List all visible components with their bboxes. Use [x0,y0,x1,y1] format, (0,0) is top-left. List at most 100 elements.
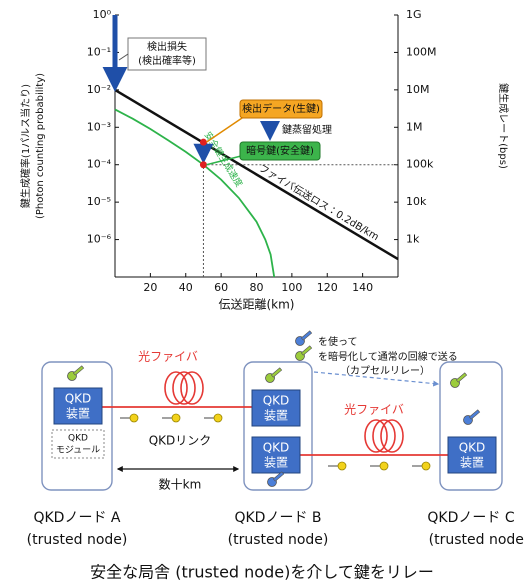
x-tick-label: 80 [250,281,264,294]
qkd-device [447,436,497,474]
qkd-device-label: QKD [263,441,290,455]
series-line [114,88,399,261]
qkd-device [251,436,301,474]
annotation: 暗号鍵(安全鍵) [246,144,314,157]
y2-tick-label: 10k [406,195,427,208]
qkd-device-label: 装置 [264,409,288,423]
legend-text: を使って [318,335,358,348]
x-tick-label: 60 [214,281,228,294]
photon [379,461,389,471]
link-label: QKDリンク [149,434,212,448]
marker [199,161,207,169]
annotation: (検出確率等) [138,54,196,67]
photon [337,461,347,471]
module-box [51,429,105,459]
annotation-box [127,37,207,71]
x-tick-label: 20 [143,281,157,294]
fiber-coil [372,419,396,453]
node-box [41,361,113,491]
module-label: QKD [68,434,88,444]
y2-tick-label: 1k [406,233,420,246]
node-sub: (trusted node) [27,532,128,548]
annotation-box [239,99,323,119]
qkd-device-label: 装置 [460,456,484,470]
fiber-label: 光ファイバ [138,350,198,364]
series-line [114,108,276,278]
y-tick-label: 10⁻⁶ [87,233,112,246]
y-tick-label: 10⁻¹ [87,45,111,58]
y2-tick-label: 1M [406,120,423,133]
fiber-coil [380,419,404,453]
key-green [67,365,85,381]
qkd-device-label: 装置 [66,407,90,421]
fiber-coil [172,371,196,405]
annotation: 鍵蒸留処理 [282,123,332,136]
y2-tick-label: 100k [406,158,434,171]
node-sub: (trusted node) [228,532,329,548]
caption: 安全な局舎 (trusted node)を介して鍵をリレー [90,563,434,582]
x-tick-label: 140 [352,281,373,294]
y-tick-label: 10⁰ [93,8,112,21]
key-shaft [300,345,313,356]
marker [199,138,207,146]
y2-axis-label: 鍵生成レート(bps) [497,83,510,169]
photon [171,413,181,423]
fiber-coil [364,419,388,453]
key-green [265,367,283,383]
qkd-device-label: 装置 [264,456,288,470]
qkd-device-label: QKD [263,394,290,408]
key-shaft [272,471,285,482]
node-label: QKDノード A [33,510,120,526]
photon [213,413,223,423]
qkd-device [53,387,103,425]
x-axis-label: 伝送距離(km) [218,297,294,312]
series-label: ファイバ伝送ロス：0.2dB/km [257,161,382,243]
legend-key-blue [295,330,313,346]
y2-tick-label: 1G [406,8,422,21]
y2-tick-label: 10M [406,83,430,96]
series-label: 安全鍵生成速度 [202,129,246,189]
annotation: 検出損失 [147,40,187,53]
y2-tick-label: 100M [406,45,437,58]
key-green [450,372,468,388]
annotation-leader [206,154,246,166]
key-shaft [270,367,283,378]
key-shaft [468,409,481,420]
key-shaft [72,365,85,376]
fiber-label: 光ファイバ [344,403,404,417]
qkd-device-label: QKD [65,392,92,406]
y-axis-label: (Photon counting probability) [35,73,46,219]
photon [421,461,431,471]
legend-text: （カプセルリレー） [340,365,430,377]
key-blue [267,471,285,487]
legend-key-green [295,345,313,361]
node-sub: (trusted node) [429,532,525,548]
fiber-coil [164,371,188,405]
y-tick-label: 10⁻³ [87,120,111,133]
module-label: モジュール [56,446,100,456]
annotation-leader [118,53,129,61]
fiber-coil [180,371,204,405]
distance-label: 数十km [159,477,202,492]
legend-text: を暗号化して通常の回線で送る [318,350,458,363]
y-tick-label: 10⁻² [87,83,111,96]
qkd-device [251,389,301,427]
x-tick-label: 40 [179,281,193,294]
key-blue [463,409,481,425]
annotation-leader [206,115,246,143]
node-label: QKDノード B [234,510,321,526]
annotation-box [239,141,321,161]
node-label: QKDノード C [427,510,514,526]
x-tick-label: 120 [317,281,338,294]
annotation: 検出データ(生鍵) [242,102,320,115]
y-tick-label: 10⁻⁴ [87,158,112,171]
y-axis-label: 鍵生成確率(1パルス当たり) [19,84,32,208]
x-tick-label: 100 [281,281,302,294]
qkd-device-label: QKD [459,441,486,455]
photon [129,413,139,423]
key-shaft [300,330,313,341]
key-shaft [455,372,468,383]
